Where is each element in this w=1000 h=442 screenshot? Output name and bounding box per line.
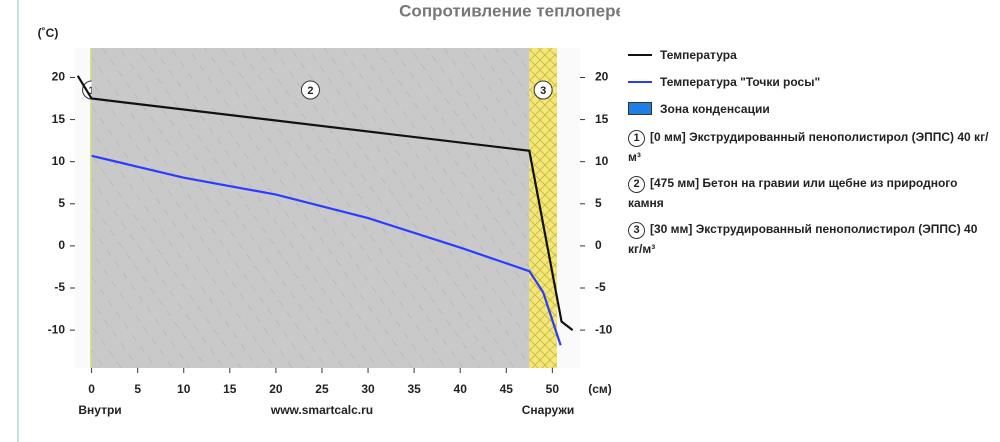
site-label: www.smartcalc.ru: [270, 403, 373, 417]
y-axis-label: (˚С): [38, 26, 59, 40]
layer-description: [0 мм] Экструдированный пенополистирол (…: [628, 130, 989, 164]
legend-item: Температура "Точки росы": [628, 73, 993, 91]
x-tick-label: 40: [454, 382, 468, 396]
outside-label: Снаружи: [522, 403, 574, 417]
series-line: [76, 75, 574, 331]
legend-label: Температура: [660, 48, 737, 62]
layer-description: [475 мм] Бетон на гравии или щебне из пр…: [628, 176, 958, 210]
x-axis-label: (см): [588, 382, 612, 396]
legend-swatch: [628, 102, 652, 115]
chart-title: Сопротивление теплопередаче: 1.34 (м²•˚С…: [399, 1, 620, 20]
legend-item: Зона конденсации: [628, 100, 993, 118]
y2-tick-label: 10: [595, 154, 609, 168]
x-tick-label: 30: [361, 382, 375, 396]
legend-item: Температура: [628, 46, 993, 64]
legend: Температура Температура "Точки росы" Зона …: [628, 46, 993, 265]
x-tick-label: 10: [177, 382, 191, 396]
layer-item: 3 [30 мм] Экструдированный пенополистирол…: [628, 219, 993, 259]
x-tick-label: 20: [269, 382, 283, 396]
layer-marker: [300, 80, 320, 100]
x-tick-label: 15: [223, 382, 237, 396]
series-line: [91, 154, 562, 346]
layer-number: 3: [628, 222, 645, 239]
layer-texture: [91, 48, 530, 368]
y-tick-label: -10: [48, 322, 66, 336]
y-tick-label: 5: [58, 196, 65, 210]
layer-item: 2 [475 мм] Бетон на гравии или щебне из п…: [628, 173, 993, 213]
chart: Сопротивление теплопередаче: 1.34 (м²•˚С…: [17, 0, 620, 442]
layer-texture: [529, 48, 557, 368]
layer-marker: [533, 80, 553, 100]
y2-tick-label: 20: [595, 70, 609, 84]
x-tick-label: 25: [315, 382, 329, 396]
layer-item: 1 [0 мм] Экструдированный пенополистирол …: [628, 127, 993, 167]
y2-tick-label: 0: [595, 238, 602, 252]
layer-number: 3: [540, 85, 546, 97]
x-tick-label: 5: [134, 382, 141, 396]
legend-label: Зона конденсации: [660, 102, 770, 116]
legend-swatch: [628, 54, 652, 56]
y-tick-label: 10: [52, 154, 66, 168]
x-tick-label: 45: [500, 382, 514, 396]
y2-tick-label: -5: [595, 280, 606, 294]
y2-tick-label: 15: [595, 112, 609, 126]
x-tick-label: 0: [88, 382, 95, 396]
x-tick-label: 35: [407, 382, 421, 396]
x-tick-label: 50: [546, 382, 560, 396]
y2-tick-label: 5: [595, 196, 602, 210]
y-tick-label: 0: [58, 238, 65, 252]
y2-tick-label: -10: [595, 322, 613, 336]
y-tick-label: 15: [52, 112, 66, 126]
inside-label: Внутри: [78, 403, 121, 417]
y-tick-label: -5: [54, 280, 65, 294]
legend-swatch: [628, 81, 652, 83]
y-tick-label: 20: [52, 70, 66, 84]
layer-number: 1: [628, 130, 645, 147]
layer-number: 2: [628, 176, 645, 193]
layer-number: 2: [307, 85, 313, 97]
layer-description: [30 мм] Экструдированный пенополистирол …: [628, 222, 978, 256]
legend-label: Температура "Точки росы": [660, 75, 821, 89]
